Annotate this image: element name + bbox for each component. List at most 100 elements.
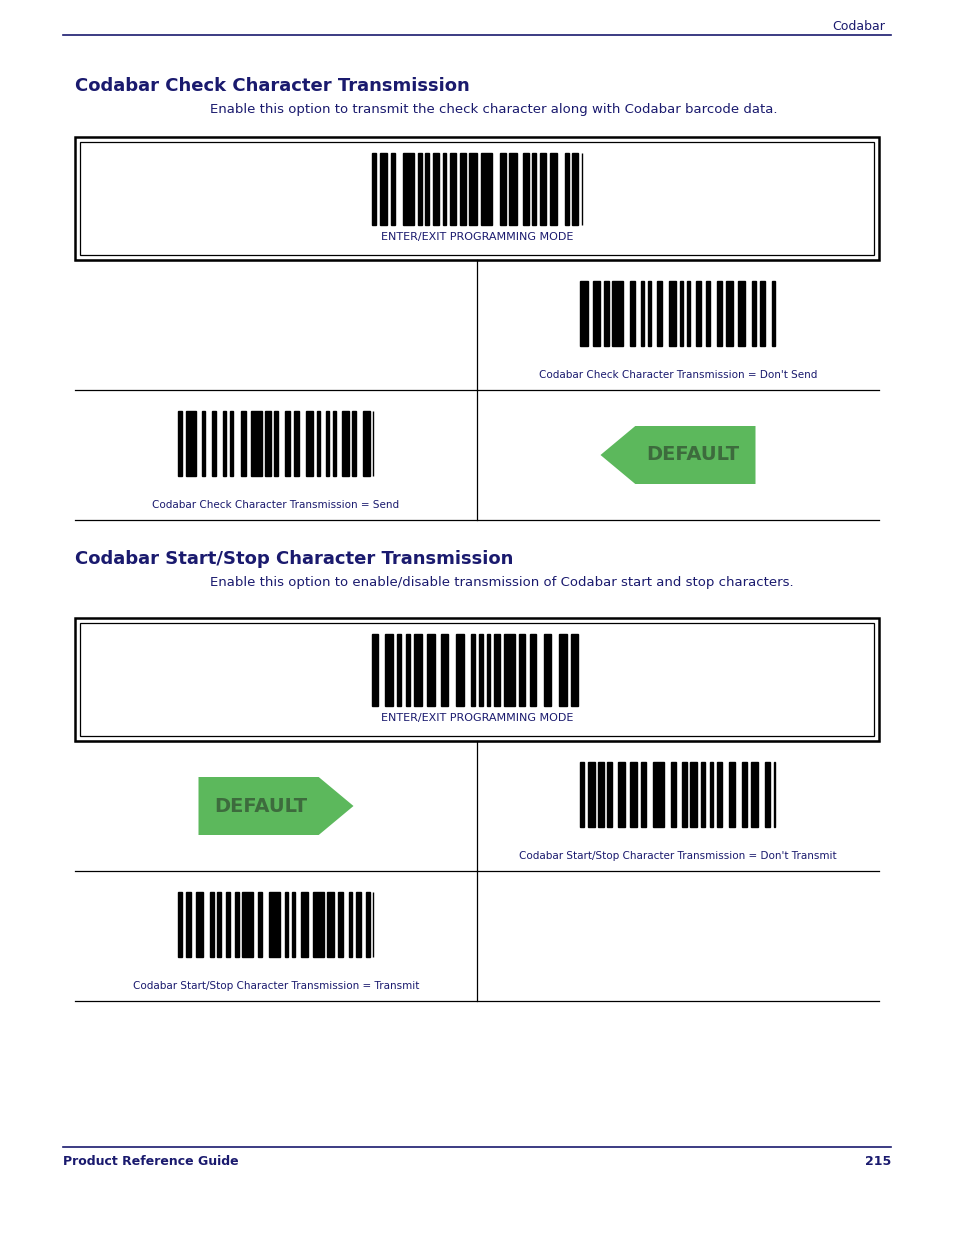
Bar xyxy=(656,280,661,346)
Bar xyxy=(764,762,769,826)
Bar xyxy=(313,892,323,956)
Bar xyxy=(355,892,361,956)
Bar xyxy=(499,152,505,225)
Bar xyxy=(471,634,475,705)
Text: Enable this option to transmit the check character along with Codabar barcode da: Enable this option to transmit the check… xyxy=(210,103,777,116)
Bar xyxy=(385,634,393,705)
Bar xyxy=(530,634,536,705)
Bar xyxy=(503,634,515,705)
Bar xyxy=(226,892,230,956)
Bar xyxy=(640,762,645,826)
Bar xyxy=(618,762,624,826)
Bar xyxy=(265,410,271,475)
Bar xyxy=(741,762,746,826)
Text: Codabar Check Character Transmission = Send: Codabar Check Character Transmission = S… xyxy=(152,500,399,510)
Bar xyxy=(414,634,421,705)
Bar xyxy=(269,892,279,956)
Bar xyxy=(738,280,744,346)
Bar xyxy=(186,410,196,475)
Bar xyxy=(240,410,246,475)
Bar xyxy=(333,410,335,475)
Bar xyxy=(773,762,775,826)
Bar xyxy=(196,892,203,956)
Bar xyxy=(686,280,690,346)
Text: Codabar Start/Stop Character Transmission = Transmit: Codabar Start/Stop Character Transmissio… xyxy=(132,981,418,990)
Bar xyxy=(518,634,524,705)
Bar xyxy=(427,634,435,705)
Bar xyxy=(690,762,697,826)
Bar xyxy=(679,280,682,346)
Bar xyxy=(372,152,375,225)
Bar xyxy=(469,152,476,225)
Text: DEFAULT: DEFAULT xyxy=(214,797,307,815)
Bar xyxy=(417,152,421,225)
Bar xyxy=(612,280,622,346)
Bar xyxy=(709,762,713,826)
Bar xyxy=(603,280,608,346)
Bar xyxy=(480,152,492,225)
Bar xyxy=(750,762,757,826)
Bar xyxy=(478,634,482,705)
Bar xyxy=(587,762,594,826)
Bar xyxy=(549,152,557,225)
Bar xyxy=(759,280,764,346)
Bar xyxy=(494,634,499,705)
Bar xyxy=(201,410,205,475)
Text: ENTER/EXIT PROGRAMMING MODE: ENTER/EXIT PROGRAMMING MODE xyxy=(380,232,573,242)
Bar xyxy=(327,892,335,956)
Bar xyxy=(486,634,490,705)
Bar xyxy=(543,634,551,705)
Bar xyxy=(705,280,709,346)
Bar xyxy=(433,152,438,225)
Bar xyxy=(717,762,721,826)
Bar xyxy=(372,634,377,705)
Text: Codabar: Codabar xyxy=(831,20,884,33)
Text: 215: 215 xyxy=(863,1155,890,1168)
Bar xyxy=(242,892,253,956)
Bar xyxy=(653,762,663,826)
Bar xyxy=(729,762,734,826)
Bar xyxy=(325,410,329,475)
Bar xyxy=(647,280,651,346)
Bar xyxy=(630,280,635,346)
Bar xyxy=(695,280,700,346)
Bar xyxy=(579,762,583,826)
Bar xyxy=(258,892,261,956)
Bar xyxy=(285,410,290,475)
Bar xyxy=(80,142,873,254)
Polygon shape xyxy=(599,426,755,484)
Bar xyxy=(178,410,182,475)
Bar xyxy=(80,622,873,736)
Bar xyxy=(348,892,352,956)
Text: Codabar Start/Stop Character Transmission = Don't Transmit: Codabar Start/Stop Character Transmissio… xyxy=(518,851,836,861)
Bar xyxy=(402,152,414,225)
Bar xyxy=(670,762,676,826)
Bar xyxy=(366,892,370,956)
Bar xyxy=(579,280,587,346)
Bar xyxy=(406,634,410,705)
Polygon shape xyxy=(198,777,354,835)
Bar xyxy=(442,152,446,225)
Bar xyxy=(459,152,465,225)
Bar xyxy=(292,892,295,956)
Bar xyxy=(75,618,878,741)
Bar xyxy=(316,410,320,475)
Bar xyxy=(539,152,545,225)
Bar xyxy=(341,410,348,475)
Bar xyxy=(564,152,568,225)
Text: Codabar Check Character Transmission: Codabar Check Character Transmission xyxy=(75,77,469,95)
Bar xyxy=(251,410,261,475)
Bar xyxy=(700,762,704,826)
Bar xyxy=(362,410,370,475)
Text: DEFAULT: DEFAULT xyxy=(646,446,739,464)
Bar xyxy=(223,410,226,475)
Bar xyxy=(592,280,599,346)
Bar xyxy=(725,280,732,346)
Bar xyxy=(230,410,233,475)
Bar xyxy=(425,152,429,225)
Bar xyxy=(217,892,221,956)
Bar xyxy=(337,892,343,956)
Bar xyxy=(294,410,298,475)
Bar xyxy=(285,892,288,956)
Bar xyxy=(630,762,637,826)
